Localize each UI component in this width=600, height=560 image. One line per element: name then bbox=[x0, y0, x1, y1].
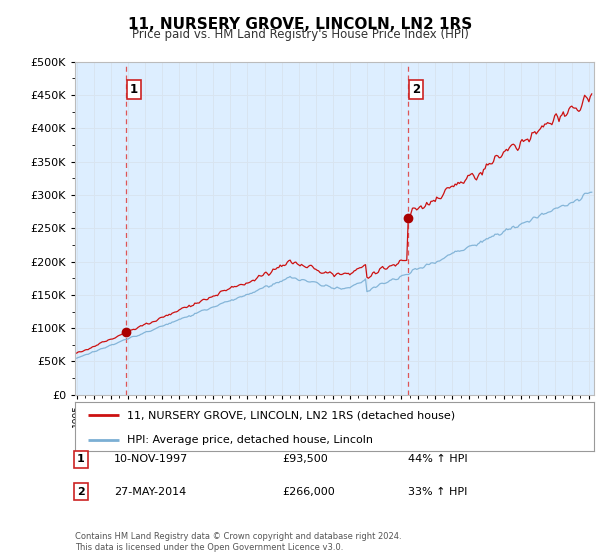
Text: 10-NOV-1997: 10-NOV-1997 bbox=[114, 454, 188, 464]
Text: Contains HM Land Registry data © Crown copyright and database right 2024.
This d: Contains HM Land Registry data © Crown c… bbox=[75, 532, 401, 552]
Text: 11, NURSERY GROVE, LINCOLN, LN2 1RS (detached house): 11, NURSERY GROVE, LINCOLN, LN2 1RS (det… bbox=[127, 410, 455, 421]
Text: 1: 1 bbox=[77, 454, 85, 464]
Text: 2: 2 bbox=[77, 487, 85, 497]
Text: 33% ↑ HPI: 33% ↑ HPI bbox=[408, 487, 467, 497]
Text: 1: 1 bbox=[130, 83, 138, 96]
Text: Price paid vs. HM Land Registry's House Price Index (HPI): Price paid vs. HM Land Registry's House … bbox=[131, 28, 469, 41]
Text: 44% ↑ HPI: 44% ↑ HPI bbox=[408, 454, 467, 464]
Text: 27-MAY-2014: 27-MAY-2014 bbox=[114, 487, 186, 497]
Text: 11, NURSERY GROVE, LINCOLN, LN2 1RS: 11, NURSERY GROVE, LINCOLN, LN2 1RS bbox=[128, 17, 472, 32]
Text: 2: 2 bbox=[412, 83, 420, 96]
Text: £93,500: £93,500 bbox=[282, 454, 328, 464]
Text: HPI: Average price, detached house, Lincoln: HPI: Average price, detached house, Linc… bbox=[127, 435, 373, 445]
Text: £266,000: £266,000 bbox=[282, 487, 335, 497]
